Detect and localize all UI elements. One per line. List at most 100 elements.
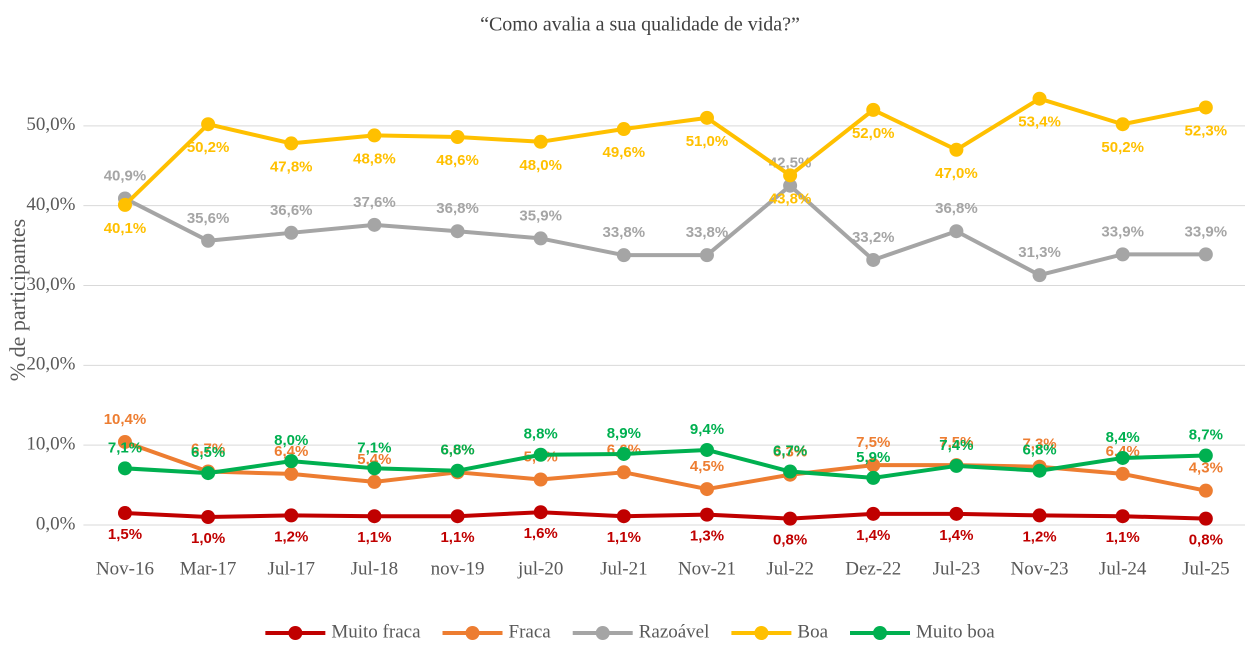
- point: [367, 217, 382, 232]
- data-label: 52,3%: [1185, 122, 1228, 139]
- data-label: 7,3%: [1022, 436, 1056, 453]
- data-label: 47,8%: [270, 158, 313, 175]
- point: [616, 465, 631, 480]
- y-tick-label: 40,0%: [26, 194, 75, 215]
- point: [1115, 247, 1130, 262]
- data-label: 0,8%: [773, 532, 807, 549]
- data-label: 7,1%: [357, 439, 391, 456]
- data-label: 33,8%: [603, 224, 646, 241]
- point: [1115, 509, 1130, 524]
- x-tick-label: Jul-25: [1182, 558, 1230, 579]
- x-tick-label: nov-19: [431, 558, 485, 579]
- point: [117, 506, 132, 521]
- data-label: 1,4%: [856, 527, 890, 544]
- x-tick-label: jul-20: [517, 558, 563, 579]
- data-label: 1,2%: [274, 528, 308, 545]
- x-tick-label: Jul-24: [1099, 558, 1147, 579]
- data-label: 6,5%: [191, 444, 225, 461]
- point: [450, 509, 465, 524]
- point: [117, 434, 132, 449]
- data-label: 6,8%: [1022, 442, 1056, 459]
- data-label: 8,4%: [1106, 429, 1140, 446]
- point: [533, 505, 548, 520]
- y-tick-label: 50,0%: [26, 114, 75, 135]
- point: [1198, 483, 1213, 498]
- series-line: [124, 447, 1206, 480]
- data-label: 36,8%: [935, 200, 978, 217]
- x-tick-label: Jul-23: [933, 558, 981, 579]
- point: [699, 248, 714, 263]
- data-label: 1,1%: [357, 529, 391, 546]
- x-tick-label: Mar-17: [180, 558, 237, 579]
- data-label: 1,2%: [1022, 528, 1056, 545]
- legend-label: Fraca: [509, 621, 552, 642]
- data-label: 6,6%: [440, 441, 474, 458]
- y-tick-label: 30,0%: [26, 274, 75, 295]
- data-label: 51,0%: [686, 133, 729, 150]
- data-label: 6,4%: [274, 443, 308, 460]
- x-tick-label: Jul-18: [351, 558, 399, 579]
- data-label: 35,6%: [187, 210, 230, 227]
- point: [616, 248, 631, 263]
- point: [284, 225, 299, 240]
- point: [699, 482, 714, 497]
- point: [450, 130, 465, 145]
- data-label: 48,8%: [353, 150, 396, 167]
- point: [1198, 448, 1213, 463]
- series-line: [123, 96, 1207, 207]
- data-label: 48,6%: [436, 152, 479, 169]
- point: [783, 464, 798, 479]
- point: [533, 447, 548, 462]
- x-tick-label: Nov-16: [96, 558, 154, 579]
- point: [699, 507, 714, 522]
- data-label: 33,9%: [1185, 223, 1228, 240]
- data-label: 47,0%: [935, 165, 978, 182]
- point: [284, 508, 299, 523]
- legend-marker: [288, 626, 303, 640]
- legend-label: Muito fraca: [331, 621, 421, 642]
- data-label: 50,2%: [1101, 139, 1144, 156]
- point: [367, 128, 382, 143]
- data-label: 6,3%: [773, 444, 807, 461]
- point: [533, 472, 548, 487]
- data-label: 52,0%: [852, 125, 895, 142]
- data-label: 6,7%: [773, 442, 807, 459]
- point: [616, 509, 631, 524]
- point: [1032, 508, 1047, 523]
- x-tick-label: Jul-21: [600, 558, 648, 579]
- point: [367, 509, 382, 524]
- data-label: 4,3%: [1189, 460, 1223, 477]
- data-label: 1,1%: [440, 529, 474, 546]
- data-label: 50,2%: [187, 139, 230, 156]
- series-line: [124, 440, 1207, 493]
- legend-marker: [754, 626, 769, 640]
- data-label: 8,0%: [274, 432, 308, 449]
- data-label: 7,4%: [939, 437, 973, 454]
- point: [1032, 463, 1047, 478]
- data-label: 7,5%: [856, 434, 890, 451]
- point: [1115, 450, 1130, 465]
- point: [783, 168, 798, 183]
- series-line: [124, 510, 1206, 521]
- point: [201, 233, 216, 248]
- point: [866, 506, 881, 521]
- data-label: 1,6%: [524, 525, 558, 542]
- legend-label: Razoável: [639, 621, 710, 642]
- legend-label: Muito boa: [916, 621, 995, 642]
- point: [450, 224, 465, 239]
- point: [949, 224, 964, 239]
- data-label: 43,8%: [769, 190, 812, 207]
- legend: Muito fraca Fraca Razoável Boa Muito boa: [265, 621, 995, 642]
- legend-marker: [873, 626, 888, 640]
- point: [367, 474, 382, 489]
- point: [201, 510, 216, 525]
- y-tick-label: 10,0%: [26, 434, 75, 455]
- point: [1198, 247, 1213, 262]
- data-label: 6,8%: [440, 442, 474, 459]
- x-tick-label: Jul-17: [268, 558, 316, 579]
- data-label: 49,6%: [603, 144, 646, 161]
- point: [201, 466, 216, 481]
- x-tick-label: Nov-21: [678, 558, 736, 579]
- point: [616, 122, 631, 137]
